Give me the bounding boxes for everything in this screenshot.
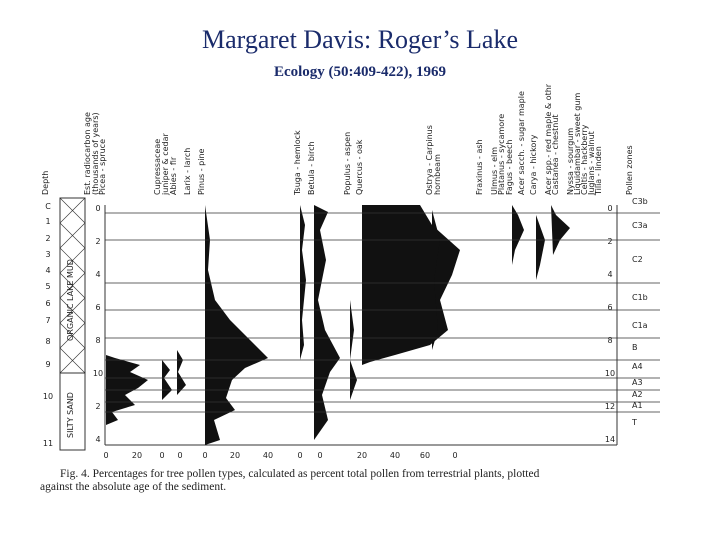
x-label: 40	[263, 451, 273, 460]
depth-label: 5	[45, 282, 50, 291]
column-header: Cupressaceae	[153, 139, 162, 195]
column-header: Pinus - pine	[197, 148, 206, 195]
x-label: 20	[230, 451, 240, 460]
column-header: Est. radiocarbon age	[83, 112, 92, 195]
age-label: 4	[607, 270, 612, 279]
column-header: Abies - fir	[169, 156, 178, 195]
column-header: Pollen zones	[625, 145, 634, 195]
caption: against the absolute age of the sediment…	[40, 481, 226, 493]
depth-label: 4	[45, 266, 50, 275]
depth-label: 2	[45, 234, 50, 243]
pollen-silhouettes	[106, 205, 570, 445]
column-header: Carya - hickory	[529, 134, 538, 195]
column-header: Depth	[41, 171, 50, 195]
column-header: Betula - birch	[307, 141, 316, 195]
x-label: 0	[177, 451, 182, 460]
depth-label: 10	[43, 392, 53, 401]
column-header: Ostrya - Carpinus	[425, 125, 434, 195]
depth-label: 7	[45, 316, 50, 325]
zone-label: A4	[632, 362, 643, 371]
zone-label: C2	[632, 255, 643, 264]
x-label: 0	[202, 451, 207, 460]
column-header: Fagus - beech	[505, 140, 514, 195]
title: Margaret Davis: Roger’s Lake	[202, 25, 518, 54]
age-label: 0	[607, 204, 612, 213]
zone-label: A1	[632, 401, 643, 410]
zone-label: A2	[632, 390, 643, 399]
depth-label: 9	[45, 360, 50, 369]
diagram-frame	[59, 197, 618, 451]
depth-label: 8	[45, 337, 50, 346]
x-label: 60	[420, 451, 430, 460]
age-label: 4	[95, 435, 100, 444]
column-header: Quercus - oak	[355, 139, 364, 195]
depth-label: C	[45, 202, 51, 211]
zone-label: C3a	[632, 221, 648, 230]
x-label: 0	[103, 451, 108, 460]
zone-label: B	[632, 343, 638, 352]
column-header: Acer sacch. - sugar maple	[517, 91, 526, 195]
age-label: 12	[605, 402, 615, 411]
age-label: 2	[607, 237, 612, 246]
zone-label: C1a	[632, 321, 648, 330]
sediment-label: SILTY SAND	[66, 392, 75, 438]
age-label: 10	[605, 369, 615, 378]
depth-label: 11	[43, 439, 53, 448]
caption: Fig. 4. Percentages for tree pollen type…	[60, 468, 540, 480]
column-header: Liquidambar - sweet gum	[573, 93, 582, 195]
column-header: Picea - spruce	[98, 139, 107, 195]
zone-label: C1b	[632, 293, 648, 302]
age-label: 6	[607, 303, 612, 312]
column-header: Celtis - hackberry	[580, 124, 589, 195]
age-label: 2	[95, 237, 100, 246]
age-label: 14	[605, 435, 615, 444]
column-header: Tsuga - hemlock	[293, 130, 302, 196]
zone-label: C3b	[632, 197, 648, 206]
x-label: 40	[390, 451, 400, 460]
zone-label: T	[631, 418, 637, 427]
column-header: Platanus - sycamore	[497, 114, 506, 195]
age-label: 6	[95, 303, 100, 312]
column-header: (thousands of years)	[91, 112, 100, 195]
column-header: juniper & cedar	[161, 133, 170, 197]
sediment-label: ORGANIC LAKE MUD	[66, 259, 75, 341]
age-label: 4	[95, 270, 100, 279]
column-header: Castanea - chestnut	[551, 114, 560, 195]
column-header: Larix - larch	[183, 148, 192, 195]
column-header: Juglans - walnut	[587, 131, 596, 196]
diagram: Depth Est. radiocarbon age (thousands of y…	[40, 83, 660, 493]
column-header: Fraxinus - ash	[475, 139, 484, 195]
age-label: 8	[95, 336, 100, 345]
x-label: 0	[452, 451, 457, 460]
depth-label: 3	[45, 250, 50, 259]
column-header: Acer spp.- red maple & othr	[544, 83, 553, 195]
subtitle: Ecology (50:409-422), 1969	[274, 64, 446, 80]
age-label: 2	[95, 402, 100, 411]
x-label: 0	[159, 451, 164, 460]
column-header: hornbeam	[433, 154, 442, 195]
column-header: Nyssa - sourgum	[566, 128, 575, 195]
depth-label: 6	[45, 299, 50, 308]
column-header: Ulmus - elm	[490, 147, 499, 195]
x-label: 20	[357, 451, 367, 460]
column-header: Tilia - linden	[594, 146, 603, 196]
age-label: 8	[607, 336, 612, 345]
column-header: Populus - aspen	[343, 132, 352, 195]
x-label: 0	[317, 451, 322, 460]
x-label: 20	[132, 451, 142, 460]
age-label: 10	[93, 369, 103, 378]
x-label: 0	[297, 451, 302, 460]
age-label: 0	[95, 204, 100, 213]
zone-label: A3	[632, 378, 643, 387]
depth-label: 1	[45, 217, 50, 226]
